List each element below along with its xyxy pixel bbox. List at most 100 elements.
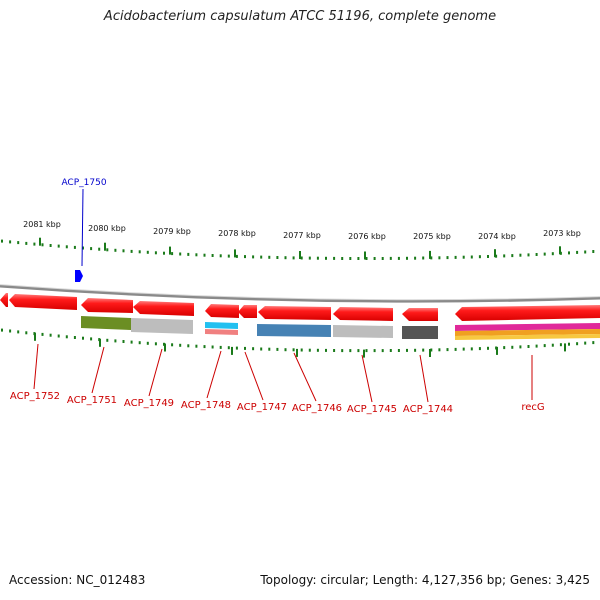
ruler-tick bbox=[244, 255, 246, 259]
ruler-tick bbox=[454, 255, 457, 259]
ruler-tick bbox=[325, 348, 327, 352]
ruler-major-tick bbox=[363, 349, 365, 358]
ruler-tick bbox=[357, 257, 360, 260]
ruler-tick bbox=[1, 328, 3, 332]
category-bar bbox=[205, 329, 238, 335]
topology-text: Topology: circular; Length: 4,127,356 bp… bbox=[260, 573, 590, 587]
ruler-tick bbox=[203, 345, 206, 349]
ruler-tick bbox=[568, 251, 570, 255]
ruler-tick bbox=[487, 346, 489, 350]
ruler-tick bbox=[519, 345, 522, 349]
ruler-tick bbox=[543, 344, 546, 348]
ruler-tick bbox=[1, 239, 3, 243]
scale-label: 2076 kbp bbox=[348, 232, 386, 241]
ruler-tick bbox=[49, 333, 52, 337]
ruler-tick bbox=[373, 349, 376, 353]
ruler-tick bbox=[349, 349, 352, 353]
ruler-tick bbox=[438, 256, 441, 260]
ruler-tick bbox=[130, 249, 133, 253]
ruler-tick bbox=[195, 344, 198, 348]
ruler-tick bbox=[219, 254, 222, 258]
ruler-tick bbox=[41, 243, 44, 247]
gene-arrows bbox=[0, 293, 600, 321]
ruler-tick bbox=[325, 256, 327, 260]
highlight-gene-leader bbox=[81, 188, 84, 267]
category-bar bbox=[333, 325, 393, 338]
ruler-tick bbox=[82, 246, 84, 250]
gene-arrow bbox=[455, 305, 600, 321]
gene-arrow bbox=[0, 293, 8, 307]
ruler-tick bbox=[9, 329, 12, 333]
category-bar bbox=[455, 323, 600, 331]
ruler-tick bbox=[511, 345, 514, 349]
ruler-tick bbox=[373, 257, 376, 260]
category-bar bbox=[257, 324, 331, 337]
gene-label: ACP_1744 bbox=[403, 404, 453, 415]
ruler-tick bbox=[478, 255, 481, 259]
ruler-tick bbox=[187, 344, 190, 348]
ruler-tick bbox=[260, 347, 263, 351]
ruler-tick bbox=[576, 250, 579, 254]
gene-arrow bbox=[258, 306, 331, 320]
ruler-tick bbox=[584, 250, 587, 254]
gene-arrow bbox=[205, 304, 239, 318]
ruler-major-tick bbox=[164, 343, 166, 352]
ruler-tick bbox=[503, 346, 506, 350]
ruler-tick bbox=[357, 349, 360, 353]
category-bar bbox=[131, 318, 193, 334]
ruler-tick bbox=[284, 256, 287, 260]
ruler-tick bbox=[252, 255, 255, 259]
ruler-tick bbox=[268, 255, 271, 259]
ruler-major-tick bbox=[34, 332, 36, 341]
gene-label: recG bbox=[521, 402, 544, 413]
scale-label: 2075 kbp bbox=[413, 232, 451, 241]
ruler-tick bbox=[179, 343, 182, 347]
ruler-tick bbox=[535, 344, 538, 348]
ruler-tick bbox=[519, 253, 522, 257]
gene-arrow bbox=[238, 305, 257, 318]
gene-arrow bbox=[402, 308, 438, 321]
ruler-major-tick bbox=[494, 249, 496, 258]
ruler-tick bbox=[487, 255, 489, 258]
ruler-tick bbox=[568, 342, 570, 346]
ruler-major-tick bbox=[496, 346, 498, 355]
ruler-tick bbox=[146, 341, 149, 345]
ruler-tick bbox=[446, 256, 449, 260]
ruler-tick bbox=[260, 255, 263, 259]
ruler-tick bbox=[422, 256, 425, 260]
ruler-tick bbox=[49, 244, 52, 247]
ruler-tick bbox=[154, 342, 157, 346]
ruler-tick bbox=[316, 348, 319, 352]
ruler-tick bbox=[25, 241, 28, 245]
ruler-tick bbox=[252, 347, 255, 351]
ruler-tick bbox=[438, 348, 441, 352]
ruler-major-tick bbox=[559, 246, 561, 255]
ruler-major-tick bbox=[429, 250, 431, 259]
ruler-tick bbox=[195, 253, 198, 257]
ruler-tick bbox=[106, 338, 109, 342]
ruler-tick bbox=[381, 349, 384, 353]
ruler-tick bbox=[316, 256, 319, 260]
ruler-tick bbox=[414, 348, 417, 352]
ruler-tick bbox=[341, 349, 344, 353]
ruler-major-tick bbox=[429, 349, 431, 357]
ruler-tick bbox=[41, 332, 44, 336]
ruler-tick bbox=[163, 251, 165, 255]
ruler-tick bbox=[559, 343, 562, 347]
ruler-tick bbox=[138, 341, 141, 345]
ruler-tick bbox=[276, 347, 279, 351]
ruler-tick bbox=[454, 347, 457, 351]
ruler-tick bbox=[203, 253, 206, 257]
category-bar bbox=[402, 326, 438, 339]
ruler-tick bbox=[543, 252, 546, 256]
ruler-tick bbox=[495, 254, 498, 258]
ruler-tick bbox=[300, 256, 303, 260]
gene-label: ACP_1752 bbox=[10, 391, 60, 402]
ruler-tick bbox=[146, 250, 149, 254]
ruler-tick bbox=[503, 254, 506, 258]
ruler-major-tick bbox=[104, 242, 106, 251]
ruler-tick bbox=[551, 343, 554, 347]
ruler-tick bbox=[365, 257, 368, 260]
ruler-tick bbox=[341, 257, 344, 260]
